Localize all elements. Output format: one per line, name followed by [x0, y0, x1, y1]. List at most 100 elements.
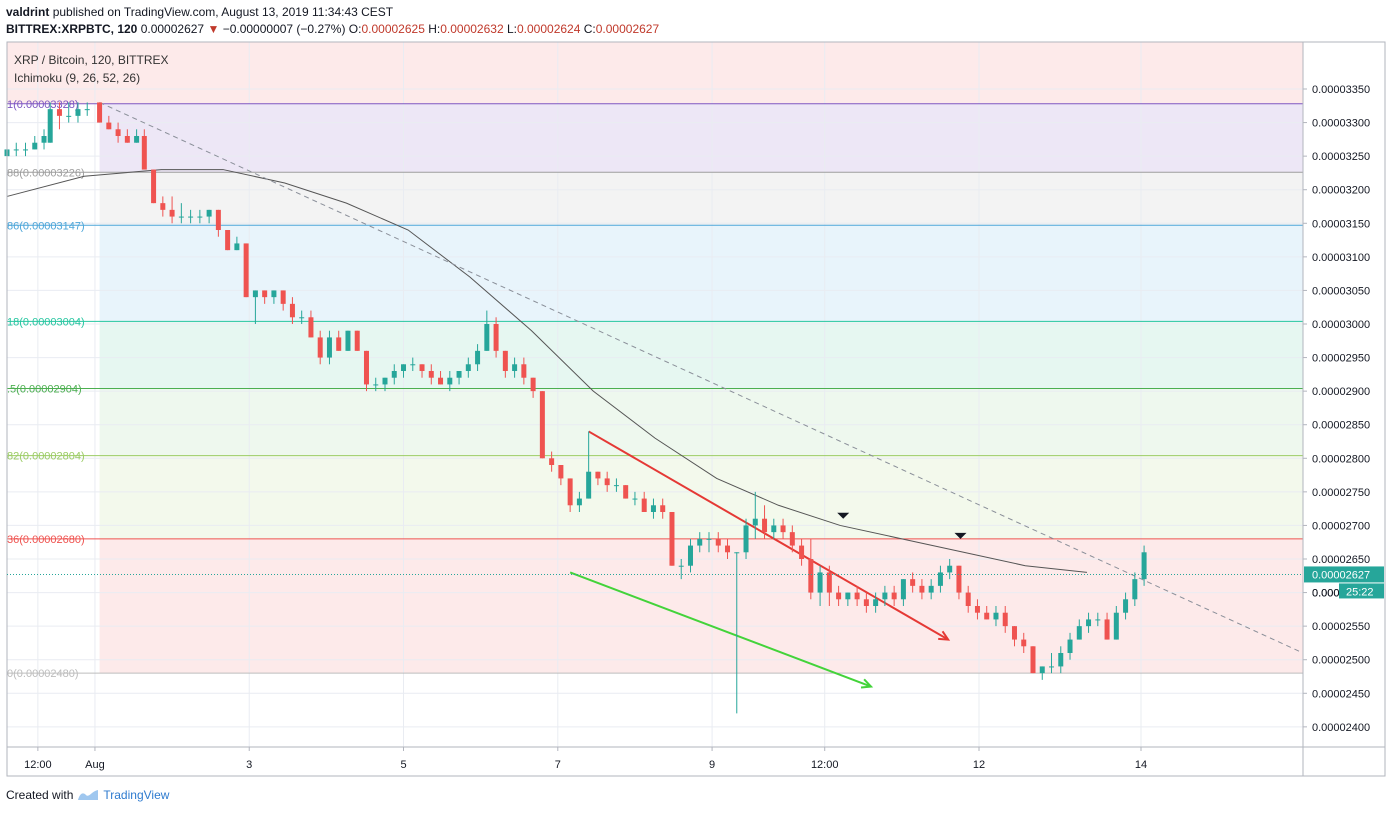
candle-body: [354, 330, 360, 351]
candle-body: [345, 330, 351, 351]
resistance-arrow-head: [938, 630, 951, 641]
candle-body: [641, 498, 647, 512]
candle-body: [47, 109, 53, 143]
publish-info: valdrint published on TradingView.com, A…: [6, 5, 393, 19]
candle-body: [41, 136, 47, 143]
candle-body: [706, 538, 712, 540]
y-tick-label: 0.00002650: [1312, 554, 1370, 566]
resistance-arrow: [588, 430, 949, 641]
candle-body: [780, 525, 786, 533]
candle-body: [308, 317, 314, 338]
candle-body: [632, 498, 638, 500]
candle-body: [947, 565, 953, 573]
y-tick-label: 0.00003350: [1312, 84, 1370, 96]
candle-body: [124, 136, 130, 143]
candle-body: [56, 109, 62, 116]
y-tick-label: 0.00002800: [1312, 453, 1370, 465]
candle-body: [1058, 653, 1064, 667]
y-tick-label: 0.00002700: [1312, 520, 1370, 532]
candle-body: [956, 565, 962, 593]
candle-body: [75, 109, 81, 116]
dashed-trendline: [99, 101, 1304, 654]
candle-body: [197, 216, 203, 218]
candle-body: [650, 505, 656, 512]
candle-body: [1021, 639, 1027, 647]
candle-body: [438, 377, 444, 385]
candle-body: [669, 512, 675, 566]
candles: [4, 102, 1147, 714]
high-value: 0.00002632: [440, 22, 504, 36]
candle-body: [984, 612, 990, 620]
candle-body: [539, 391, 545, 459]
low-label: L:: [506, 22, 517, 36]
y-tick-label: 0.00002750: [1312, 487, 1370, 499]
candle-body: [1132, 579, 1138, 600]
candle-body: [558, 465, 564, 479]
band-bottom: [99, 673, 1304, 747]
candle-body: [1095, 619, 1101, 621]
candle-body: [151, 169, 157, 204]
candle-body: [289, 303, 295, 318]
x-tick-label: 12: [973, 759, 985, 771]
fib-label: 36(0.00002680): [7, 534, 85, 546]
symbol-info: BITTREX:XRPBTC, 120 0.00002627 ▼ −0.0000…: [6, 22, 659, 36]
candle-body: [475, 350, 481, 365]
fib-band: [99, 103, 1304, 173]
support-arrow: [569, 571, 872, 688]
candle-body: [613, 485, 619, 487]
candle-body: [678, 565, 684, 567]
candle-body: [1104, 619, 1110, 640]
candle-body: [97, 102, 103, 123]
candle-body: [141, 136, 147, 170]
candle-body: [882, 592, 888, 600]
candle-body: [1002, 612, 1008, 627]
candle-body: [1030, 646, 1036, 674]
candle-body: [799, 545, 805, 559]
y-tick-label: 0.00002900: [1312, 386, 1370, 398]
candle-body: [910, 579, 916, 586]
candle-body: [262, 290, 268, 298]
x-tick-label: 5: [400, 759, 406, 771]
candle-body: [106, 122, 112, 130]
candle-body: [317, 337, 323, 358]
open-value: 0.00002625: [361, 22, 425, 36]
tradingview-link[interactable]: TradingView: [103, 788, 170, 802]
candle-body: [752, 518, 758, 526]
high-label: H:: [428, 22, 441, 36]
candle-body: [521, 364, 527, 378]
fib-label: .5(0.00002904): [7, 383, 82, 395]
last-price: 0.00002627: [140, 22, 205, 36]
fib-band: [99, 388, 1304, 456]
price-change: −0.00000007 (−0.27%): [222, 22, 346, 36]
candle-body: [419, 364, 425, 371]
chart-frame: [6, 41, 1386, 777]
candle-body: [900, 579, 906, 600]
fib-bands: [7, 42, 1304, 747]
y-tick-label: 0.00003150: [1312, 218, 1370, 230]
candle-body: [428, 371, 434, 378]
axes: 0.00003350 0.00003300 0.00003250 0.00003200…: [6, 41, 1386, 777]
fib-label: 18(0.00003004): [7, 316, 85, 328]
candle-body: [836, 592, 842, 600]
candle-body: [604, 478, 610, 486]
author-name[interactable]: valdrint: [6, 5, 50, 19]
created-with-text: Created with: [6, 788, 74, 802]
support-arrow-head: [860, 678, 874, 689]
candle-body: [854, 592, 860, 600]
candle-body: [586, 471, 592, 499]
candle-body: [1076, 626, 1082, 640]
candle-body: [808, 559, 814, 593]
candle-body: [928, 585, 934, 593]
candle-body: [1123, 599, 1129, 613]
candle-body: [845, 592, 851, 600]
candle-body: [382, 377, 388, 385]
x-tick-label: 12:00: [24, 759, 52, 771]
low-value: 0.00002624: [516, 22, 581, 36]
candle-body: [493, 324, 499, 351]
candle-body: [863, 599, 869, 606]
candle-body: [993, 612, 999, 620]
candle-body: [919, 585, 925, 593]
close-label: C:: [583, 22, 596, 36]
publish-text: published on TradingView.com, August 13,…: [52, 5, 394, 19]
